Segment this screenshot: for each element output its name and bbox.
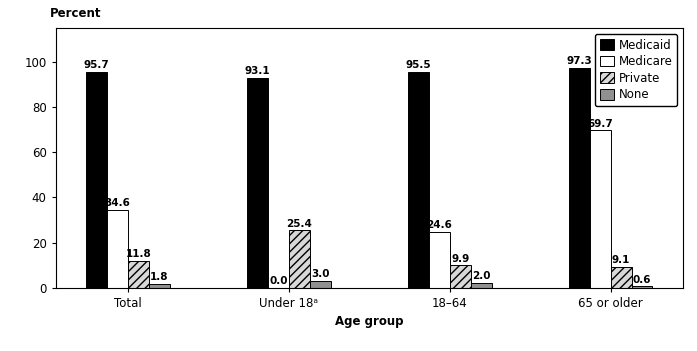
Bar bbox=[310, 281, 331, 288]
Text: 34.6: 34.6 bbox=[105, 198, 130, 208]
Text: 9.9: 9.9 bbox=[451, 254, 469, 264]
Bar bbox=[128, 261, 149, 288]
Text: Percent: Percent bbox=[49, 7, 101, 20]
Bar bbox=[470, 283, 491, 288]
Bar bbox=[450, 265, 470, 288]
Bar bbox=[569, 68, 590, 288]
Bar bbox=[590, 130, 611, 288]
Bar bbox=[289, 231, 310, 288]
Text: 69.7: 69.7 bbox=[588, 119, 613, 128]
Text: 0.6: 0.6 bbox=[633, 275, 651, 285]
Text: 0.0: 0.0 bbox=[269, 276, 288, 286]
Text: 24.6: 24.6 bbox=[427, 220, 452, 231]
Text: 3.0: 3.0 bbox=[311, 269, 330, 279]
Text: 93.1: 93.1 bbox=[245, 66, 270, 76]
Text: 25.4: 25.4 bbox=[286, 219, 312, 229]
Legend: Medicaid, Medicare, Private, None: Medicaid, Medicare, Private, None bbox=[595, 34, 677, 106]
Text: 9.1: 9.1 bbox=[612, 256, 630, 265]
Bar bbox=[611, 267, 631, 288]
Text: 97.3: 97.3 bbox=[567, 56, 592, 66]
Bar bbox=[247, 78, 268, 288]
Bar bbox=[408, 72, 429, 288]
Text: 11.8: 11.8 bbox=[125, 249, 151, 259]
Bar bbox=[149, 284, 170, 288]
Bar bbox=[86, 72, 107, 288]
Text: 2.0: 2.0 bbox=[472, 271, 491, 282]
Text: 95.5: 95.5 bbox=[406, 60, 431, 70]
X-axis label: Age group: Age group bbox=[335, 316, 404, 329]
Text: 1.8: 1.8 bbox=[151, 272, 169, 282]
Bar bbox=[107, 210, 128, 288]
Text: 95.7: 95.7 bbox=[84, 60, 109, 70]
Bar bbox=[429, 232, 450, 288]
Bar bbox=[631, 286, 652, 288]
